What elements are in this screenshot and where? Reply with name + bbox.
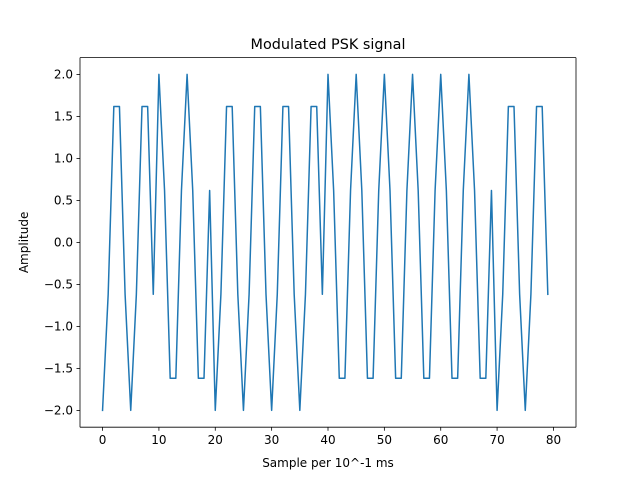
y-axis-label: Amplitude [17,212,31,274]
x-tick-label: 40 [320,433,335,447]
y-tick-label: 0.5 [54,194,73,208]
y-tick-label: −2.0 [44,404,73,418]
y-tick-label: −0.5 [44,278,73,292]
x-tick-label: 60 [433,433,448,447]
y-tick-label: 2.0 [54,68,73,82]
series-layer [101,73,549,412]
y-tick-label: 0.0 [54,236,73,250]
y-tick-label: −1.5 [44,362,73,376]
x-axis-label: Sample per 10^-1 ms [262,456,394,470]
x-tick-label: 0 [99,433,107,447]
x-tick-label: 10 [151,433,166,447]
x-tick-label: 20 [208,433,223,447]
y-tick-label: 1.5 [54,110,73,124]
y-ticks: −2.0 −1.5 −1.0 −0.5 0.0 0.5 1.0 1.5 2.0 [44,68,80,418]
y-tick-label: −1.0 [44,320,73,334]
x-tick-label: 30 [264,433,279,447]
y-tick-label: 1.0 [54,152,73,166]
x-ticks: 0 10 20 30 40 50 60 70 80 [99,427,561,447]
x-tick-label: 70 [489,433,504,447]
series-line-0 [101,73,549,412]
x-tick-label: 80 [546,433,561,447]
chart-title: Modulated PSK signal [251,37,406,53]
x-tick-label: 50 [377,433,392,447]
